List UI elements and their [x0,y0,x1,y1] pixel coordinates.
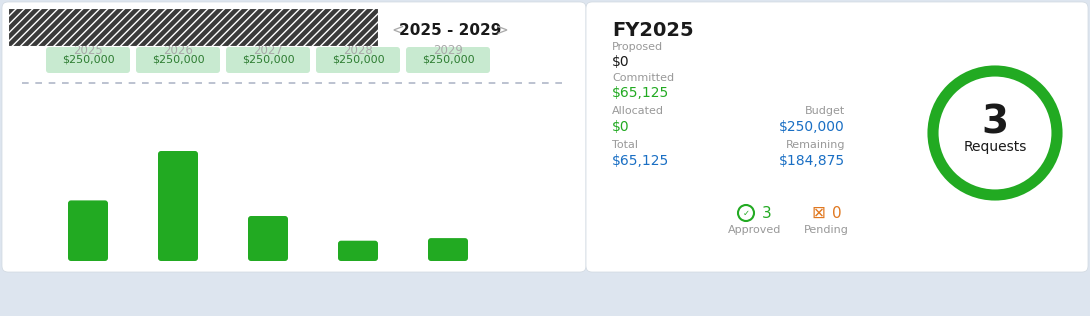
Text: $250,000: $250,000 [62,54,114,64]
Text: 3: 3 [762,205,772,221]
FancyBboxPatch shape [586,2,1088,272]
Text: Pending: Pending [803,225,848,235]
Text: 2029: 2029 [433,44,463,57]
FancyBboxPatch shape [316,47,400,73]
Text: 2028: 2028 [343,44,373,57]
Text: $65,125: $65,125 [611,86,669,100]
Text: <: < [391,23,404,38]
Text: $250,000: $250,000 [422,54,474,64]
Text: $65,125: $65,125 [611,154,669,168]
Text: Allocated: Allocated [611,106,664,116]
Text: Committed: Committed [611,73,674,83]
Text: Approved: Approved [728,225,782,235]
Text: Budget: Budget [804,106,845,116]
FancyBboxPatch shape [68,200,108,261]
Text: 2025: 2025 [73,44,102,57]
Text: 2026: 2026 [164,44,193,57]
FancyBboxPatch shape [338,241,378,261]
FancyBboxPatch shape [249,216,288,261]
Text: $0: $0 [611,55,630,69]
Text: >: > [496,23,508,38]
Text: $250,000: $250,000 [242,54,294,64]
Text: Remaining: Remaining [786,140,845,150]
Text: ✓: ✓ [742,209,750,217]
Text: Budget breakdown: Budget breakdown [28,23,172,38]
Text: FY2025: FY2025 [611,21,693,40]
Text: $250,000: $250,000 [779,120,845,134]
Text: $250,000: $250,000 [152,54,204,64]
FancyBboxPatch shape [46,47,130,73]
Text: $250,000: $250,000 [331,54,385,64]
Text: Total: Total [611,140,638,150]
Text: 2027: 2027 [253,44,283,57]
Text: 2025 - 2029: 2025 - 2029 [399,23,501,38]
FancyBboxPatch shape [405,47,490,73]
FancyBboxPatch shape [428,238,468,261]
Text: 3: 3 [981,104,1008,142]
FancyBboxPatch shape [136,47,220,73]
Text: Requests: Requests [964,140,1027,154]
Text: 0: 0 [832,205,841,221]
FancyBboxPatch shape [158,151,198,261]
FancyBboxPatch shape [226,47,310,73]
Text: Proposed: Proposed [611,42,663,52]
Text: $0: $0 [611,120,630,134]
FancyBboxPatch shape [2,2,586,272]
Text: ⊠: ⊠ [811,204,825,222]
Text: $184,875: $184,875 [779,154,845,168]
